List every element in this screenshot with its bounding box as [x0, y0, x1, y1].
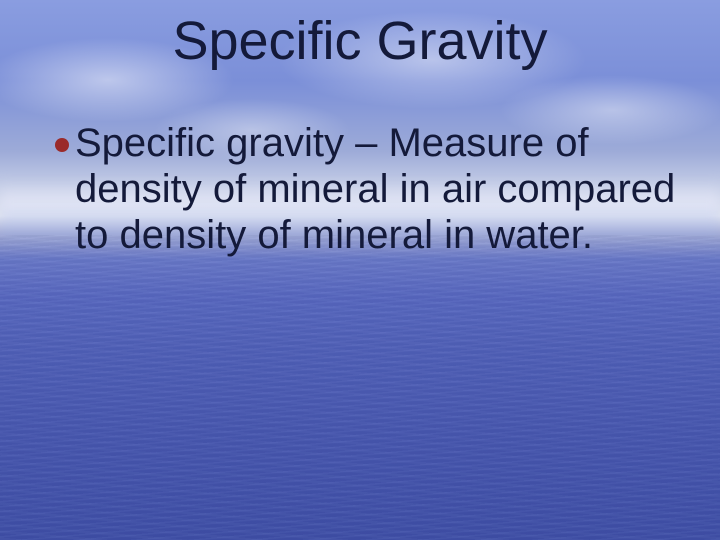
slide-title: Specific Gravity — [0, 10, 720, 72]
bullet-text: Specific gravity – Measure of density of… — [75, 120, 690, 258]
bullet-dot-icon — [55, 138, 69, 152]
water-texture — [0, 235, 720, 540]
slide-body: Specific gravity – Measure of density of… — [55, 120, 690, 258]
bullet-item: Specific gravity – Measure of density of… — [55, 120, 690, 258]
slide: Specific Gravity Specific gravity – Meas… — [0, 0, 720, 540]
